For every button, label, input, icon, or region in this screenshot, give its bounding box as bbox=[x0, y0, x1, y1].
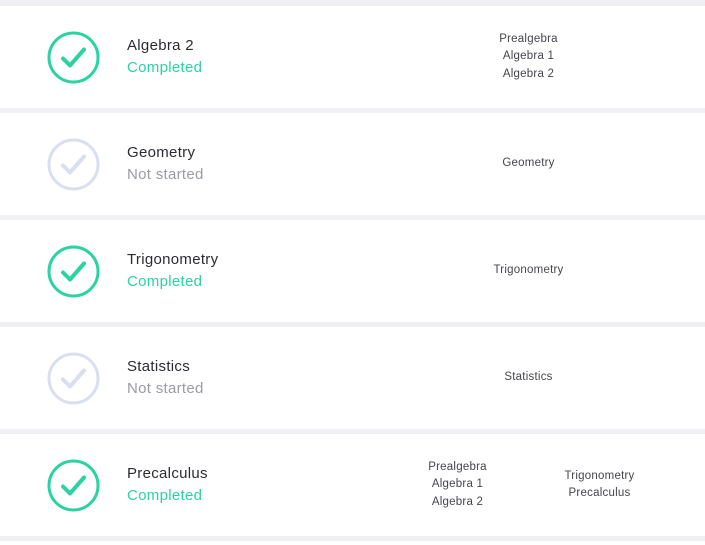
course-prerequisites: Statistics bbox=[352, 369, 705, 387]
course-title: Precalculus bbox=[127, 465, 208, 482]
prerequisite-course: Algebra 2 bbox=[502, 67, 555, 80]
course-prerequisites: Prealgebra Algebra 1 Algebra 2 Trigonometry… bbox=[352, 459, 705, 512]
check-circle-icon[interactable] bbox=[47, 459, 100, 512]
check-circle-icon[interactable] bbox=[47, 245, 100, 298]
course-row-left: Geometry Not started bbox=[0, 138, 352, 191]
prerequisite-course: Algebra 1 bbox=[502, 50, 555, 63]
prerequisite-course: Prealgebra bbox=[428, 460, 487, 473]
check-circle-svg bbox=[47, 352, 100, 404]
course-title-block: Precalculus Completed bbox=[127, 464, 208, 506]
course-title: Trigonometry bbox=[127, 251, 219, 268]
prerequisite-course: Precalculus bbox=[568, 487, 631, 499]
prerequisite-course: Algebra 1 bbox=[431, 478, 484, 491]
prerequisite-group: Prealgebra Algebra 1 Algebra 2 bbox=[387, 459, 529, 512]
course-row-left: Algebra 2 Completed bbox=[0, 31, 352, 84]
prerequisite-group: Trigonometry bbox=[458, 262, 600, 280]
course-status: Not started bbox=[127, 166, 204, 183]
course-title-block: Trigonometry Completed bbox=[127, 250, 218, 292]
course-prerequisites: Geometry bbox=[352, 155, 705, 173]
course-title-block: Statistics Not started bbox=[127, 357, 204, 399]
course-status: Not started bbox=[127, 380, 204, 397]
course-row: Precalculus Completed Prealgebra Algebra … bbox=[0, 434, 705, 536]
course-row: Algebra 2 Completed Prealgebra Algebra 1 A… bbox=[0, 6, 705, 108]
row-divider bbox=[0, 536, 705, 541]
prerequisite-course: Statistics bbox=[504, 371, 553, 384]
course-title: Geometry bbox=[127, 144, 196, 161]
course-title: Algebra 2 bbox=[127, 37, 194, 54]
course-status: Completed bbox=[127, 273, 203, 290]
course-row-left: Precalculus Completed bbox=[0, 459, 352, 512]
course-title: Statistics bbox=[127, 358, 191, 375]
course-status: Completed bbox=[127, 59, 203, 76]
course-row: Statistics Not started Statistics bbox=[0, 327, 705, 429]
row-divider bbox=[0, 108, 705, 113]
course-title-block: Geometry Not started bbox=[127, 143, 204, 185]
prerequisite-course: Prealgebra bbox=[499, 32, 558, 45]
course-row-left: Statistics Not started bbox=[0, 352, 352, 405]
prerequisite-group: Geometry bbox=[458, 155, 600, 173]
row-divider bbox=[0, 429, 705, 434]
check-circle-svg bbox=[47, 31, 100, 83]
prerequisite-course: Algebra 2 bbox=[431, 495, 484, 508]
prerequisite-course: Trigonometry bbox=[493, 264, 564, 277]
check-circle-svg bbox=[47, 245, 100, 297]
check-circle-svg bbox=[47, 138, 100, 190]
course-row: Trigonometry Completed Trigonometry bbox=[0, 220, 705, 322]
course-prerequisites: Prealgebra Algebra 1 Algebra 2 bbox=[352, 31, 705, 84]
prerequisite-group: Trigonometry Precalculus bbox=[529, 468, 671, 503]
prerequisite-course: Geometry bbox=[502, 157, 555, 170]
prerequisite-group: Prealgebra Algebra 1 Algebra 2 bbox=[458, 31, 600, 84]
prerequisite-group: Statistics bbox=[458, 369, 600, 387]
course-row: Geometry Not started Geometry bbox=[0, 113, 705, 215]
check-circle-icon[interactable] bbox=[47, 138, 100, 191]
course-row-left: Trigonometry Completed bbox=[0, 245, 352, 298]
check-circle-svg bbox=[47, 459, 100, 511]
course-title-block: Algebra 2 Completed bbox=[127, 36, 202, 78]
check-circle-icon[interactable] bbox=[47, 31, 100, 84]
course-status: Completed bbox=[127, 487, 203, 504]
row-divider bbox=[0, 215, 705, 220]
list-top-divider bbox=[0, 0, 705, 6]
row-divider bbox=[0, 322, 705, 327]
prerequisite-course: Trigonometry bbox=[564, 469, 635, 482]
course-prerequisites: Trigonometry bbox=[352, 262, 705, 280]
check-circle-icon[interactable] bbox=[47, 352, 100, 405]
